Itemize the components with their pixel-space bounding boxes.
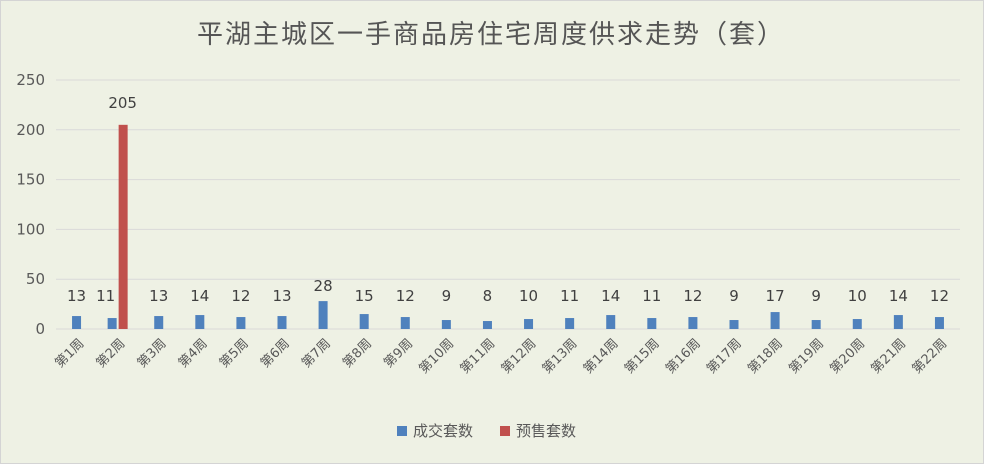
data-label: 10 — [519, 287, 538, 305]
data-label: 9 — [811, 287, 821, 305]
x-tick-label: 第10周 — [417, 336, 458, 377]
bar-15-成交 — [647, 318, 657, 329]
data-label: 14 — [190, 287, 209, 305]
x-tick-label: 第3周 — [135, 336, 170, 371]
bar-7-成交 — [318, 301, 328, 329]
bar-1-成交 — [72, 316, 82, 329]
gridlines — [56, 79, 960, 330]
y-tick-label: 50 — [26, 270, 45, 288]
bar-22-成交 — [934, 317, 944, 329]
x-tick-label: 第6周 — [258, 336, 293, 371]
x-tick-label: 第19周 — [786, 336, 827, 377]
y-axis-ticks: 0 50 100 150 200 250 — [16, 71, 45, 338]
bar-4-成交 — [195, 315, 205, 329]
bars — [72, 124, 944, 329]
x-tick-label: 第18周 — [745, 336, 786, 377]
bar-3-成交 — [154, 316, 164, 329]
bar-2-预售 — [118, 124, 128, 329]
x-tick-label: 第12周 — [499, 336, 540, 377]
x-tick-label: 第20周 — [827, 336, 868, 377]
y-tick-label: 0 — [35, 320, 45, 338]
bar-14-成交 — [606, 315, 616, 329]
bar-21-成交 — [893, 315, 903, 329]
bar-13-成交 — [565, 318, 575, 329]
data-label: 9 — [442, 287, 452, 305]
data-label: 14 — [889, 287, 908, 305]
legend-label: 预售套数 — [516, 422, 576, 440]
x-tick-label: 第8周 — [340, 336, 375, 371]
data-label: 10 — [848, 287, 867, 305]
data-label: 13 — [67, 287, 86, 305]
data-label: 12 — [683, 287, 702, 305]
x-tick-label: 第15周 — [622, 336, 663, 377]
data-label: 12 — [231, 287, 250, 305]
bar-8-成交 — [359, 314, 369, 329]
x-tick-label: 第14周 — [581, 336, 622, 377]
legend-swatch — [397, 426, 407, 436]
x-tick-label: 第22周 — [910, 336, 951, 377]
data-label: 12 — [396, 287, 415, 305]
bar-17-成交 — [729, 320, 739, 329]
x-tick-label: 第7周 — [299, 336, 334, 371]
x-axis-ticks: 第1周 第2周 第3周 第4周 第5周 第6周 第7周 第8周 第9周 第10周 第11周 第12周第… — [53, 336, 951, 377]
data-label: 12 — [930, 287, 949, 305]
x-tick-label: 第5周 — [217, 336, 252, 371]
y-tick-label: 200 — [16, 121, 45, 139]
data-label: 28 — [314, 277, 333, 295]
data-label: 14 — [601, 287, 620, 305]
legend: 成交套数 预售套数 — [397, 422, 576, 440]
x-tick-label: 第2周 — [94, 336, 129, 371]
x-tick-label: 第13周 — [540, 336, 581, 377]
data-label: 15 — [355, 287, 374, 305]
bar-16-成交 — [688, 317, 698, 329]
x-tick-label: 第9周 — [381, 336, 416, 371]
data-label: 11 — [642, 287, 661, 305]
bar-19-成交 — [811, 320, 821, 329]
data-label: 9 — [729, 287, 739, 305]
chart-title: 平湖主城区一手商品房住宅周度供求走势（套） — [197, 20, 785, 50]
data-label: 205 — [108, 94, 137, 112]
data-labels: 13 205 11 13 14 12 13 28 15 12 9 8 10 11 14 11 12 9 17 9 10 1… — [67, 94, 949, 305]
x-tick-label: 第1周 — [53, 336, 88, 371]
legend-swatch — [500, 426, 510, 436]
bar-9-成交 — [400, 317, 410, 329]
legend-label: 成交套数 — [413, 422, 473, 440]
bar-2-成交 — [107, 318, 117, 329]
bar-10-成交 — [441, 320, 451, 329]
x-tick-label: 第11周 — [458, 336, 499, 377]
x-tick-label: 第16周 — [663, 336, 704, 377]
data-label: 11 — [560, 287, 579, 305]
x-tick-label: 第21周 — [869, 336, 910, 377]
x-tick-label: 第4周 — [176, 336, 211, 371]
data-label: 11 — [96, 287, 115, 305]
y-tick-label: 100 — [16, 220, 45, 238]
x-tick-label: 第17周 — [704, 336, 745, 377]
data-label: 13 — [272, 287, 291, 305]
data-label: 13 — [149, 287, 168, 305]
y-tick-label: 250 — [16, 71, 45, 89]
data-label: 17 — [766, 287, 785, 305]
data-label: 8 — [483, 287, 493, 305]
y-tick-label: 150 — [16, 171, 45, 189]
bar-20-成交 — [852, 319, 862, 329]
bar-11-成交 — [482, 321, 492, 329]
bar-18-成交 — [770, 312, 780, 329]
bar-12-成交 — [524, 319, 534, 329]
bar-5-成交 — [236, 317, 246, 329]
bar-6-成交 — [277, 316, 287, 329]
